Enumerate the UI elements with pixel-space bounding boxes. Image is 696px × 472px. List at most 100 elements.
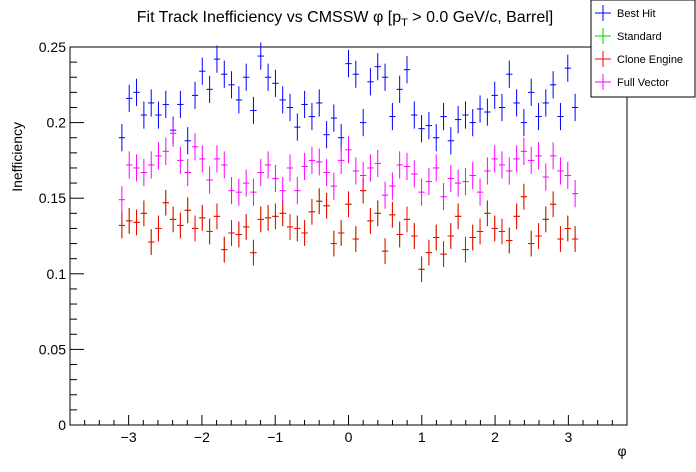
data-point	[557, 226, 564, 252]
data-point	[316, 148, 323, 176]
data-point	[571, 180, 579, 208]
data-point	[381, 63, 389, 91]
data-point	[374, 53, 381, 81]
data-point	[571, 93, 579, 122]
y-tick-label: 0.1	[47, 266, 67, 282]
data-point	[403, 206, 411, 233]
x-tick-label: 2	[491, 429, 499, 445]
data-point	[206, 166, 213, 194]
y-tick-label: 0.2	[47, 115, 67, 131]
data-point	[549, 191, 557, 218]
data-point	[484, 200, 491, 227]
data-point	[528, 146, 535, 175]
data-point	[360, 108, 367, 137]
data-point	[213, 45, 221, 73]
data-point	[264, 205, 272, 231]
legend: Best Hit Standard Clone Engine Full Vector	[590, 0, 696, 98]
data-point	[469, 108, 476, 137]
data-point	[462, 101, 469, 129]
data-point	[447, 164, 454, 193]
data-point	[433, 124, 440, 152]
data-point	[535, 102, 542, 131]
data-point	[330, 172, 337, 200]
legend-label: Clone Engine	[617, 54, 683, 66]
data-point	[308, 102, 316, 131]
data-point	[374, 149, 381, 178]
data-point	[557, 157, 564, 185]
data-point	[235, 178, 243, 206]
x-tick-label: −1	[267, 429, 283, 445]
data-point	[243, 214, 250, 240]
data-point	[476, 178, 484, 206]
data-point	[191, 81, 199, 109]
x-tick-label: 1	[418, 429, 426, 445]
data-point	[272, 69, 279, 97]
data-point	[221, 60, 228, 88]
data-point	[118, 212, 126, 239]
data-point	[286, 154, 294, 182]
data-point	[549, 142, 557, 170]
data-point	[506, 60, 513, 88]
data-point	[498, 218, 506, 245]
data-point	[338, 146, 345, 175]
data-point	[177, 212, 184, 239]
data-point	[257, 206, 264, 233]
data-point	[454, 169, 462, 197]
data-point	[323, 121, 330, 149]
data-point	[418, 256, 425, 283]
data-point	[491, 81, 498, 109]
data-point	[535, 223, 542, 249]
data-point	[425, 167, 433, 196]
data-point	[345, 191, 352, 218]
data-point	[440, 102, 447, 131]
data-point	[491, 145, 498, 173]
data-point	[250, 96, 257, 125]
data-point	[389, 102, 396, 131]
data-point	[528, 230, 535, 257]
data-point	[243, 169, 250, 197]
data-point	[535, 142, 542, 170]
data-point	[528, 78, 535, 106]
data-point	[126, 84, 133, 113]
data-point	[506, 157, 513, 185]
data-point	[440, 241, 447, 267]
data-point	[191, 133, 199, 161]
legend-label: Full Vector	[617, 77, 669, 89]
data-point	[411, 160, 418, 188]
data-point	[264, 63, 272, 91]
chart-title: Fit Track Inefficiency vs CMSSW φ [pT > …	[137, 9, 554, 29]
data-point	[374, 200, 381, 227]
y-tick-label: 0.05	[39, 341, 66, 357]
legend-entry: Standard	[595, 28, 662, 44]
data-point	[162, 137, 169, 165]
data-point	[484, 98, 491, 126]
data-point	[155, 101, 162, 129]
data-point	[498, 151, 506, 179]
data-point	[411, 223, 418, 249]
data-point	[352, 157, 359, 185]
data-point	[411, 101, 418, 129]
data-point	[294, 113, 301, 141]
data-point	[140, 200, 148, 227]
data-point	[476, 218, 484, 245]
data-point	[235, 221, 243, 248]
data-point	[418, 178, 425, 206]
data-point	[484, 157, 491, 185]
data-point	[316, 188, 323, 215]
data-point	[308, 198, 316, 225]
series-layer	[118, 42, 579, 283]
data-point	[272, 203, 279, 230]
data-point	[133, 154, 140, 182]
data-point	[286, 93, 294, 122]
data-point	[323, 158, 330, 187]
data-point	[286, 214, 294, 240]
data-point	[301, 152, 308, 181]
data-point	[272, 164, 279, 193]
data-point	[345, 50, 352, 78]
data-point	[199, 205, 206, 231]
data-point	[148, 151, 155, 179]
data-point	[381, 238, 389, 264]
data-point	[221, 236, 228, 263]
series-best-hit	[118, 42, 579, 155]
